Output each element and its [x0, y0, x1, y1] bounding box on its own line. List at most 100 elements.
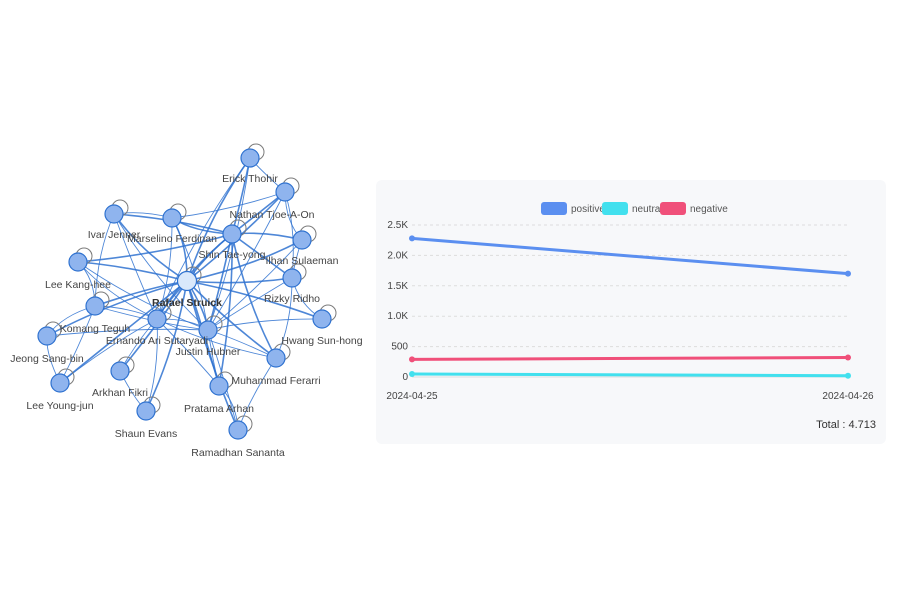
data-point-negative[interactable]	[845, 354, 851, 361]
network-node[interactable]	[68, 252, 88, 272]
y-axis-ticks: 0 500 1.0K 1.5K 2.0K 2.5K	[387, 220, 408, 383]
data-point-neutral[interactable]	[845, 372, 851, 379]
network-edge	[207, 239, 303, 331]
network-edge	[77, 233, 233, 263]
network-node[interactable]	[222, 224, 242, 244]
network-node-label: Jeong Sang-bin	[10, 353, 84, 365]
network-edge	[46, 280, 188, 337]
network-edge	[207, 329, 239, 431]
legend-swatch-negative[interactable]	[660, 202, 686, 215]
network-node-label: Pratama Arhan	[184, 403, 254, 415]
network-edge	[156, 318, 277, 359]
network-edge	[186, 280, 239, 431]
network-node-label: Lee Young-jun	[26, 400, 93, 412]
chart-series	[409, 235, 851, 379]
network-labels: Erick Thohir Nathan Tjoe-A-On Marselino Fe…	[10, 173, 363, 459]
legend-swatch-neutral[interactable]	[602, 202, 628, 215]
legend-label-neutral[interactable]: neutral	[632, 204, 663, 215]
network-edge	[59, 305, 96, 384]
network-edge	[59, 318, 158, 384]
network-node-label: Nathan Tjoe-A-On	[229, 209, 314, 221]
network-edge	[207, 318, 323, 331]
legend-label-positive[interactable]: positive	[571, 204, 605, 215]
data-point-neutral[interactable]	[409, 370, 415, 377]
network-node-label: Ivar Jenner	[88, 229, 141, 241]
network-edge	[171, 217, 209, 331]
sentiment-chart-panel: positive neutral negative 0 500 1.0K 1.5K 2.0K…	[376, 180, 886, 444]
network-node[interactable]	[50, 373, 70, 393]
chart-gridlines	[412, 224, 848, 378]
network-node[interactable]	[209, 376, 229, 396]
sentiment-line-chart: positive neutral negative 0 500 1.0K 1.5K 2.0K…	[386, 202, 876, 431]
series-line-neutral[interactable]	[411, 372, 849, 378]
network-node-label: Ilhan Sulaeman	[266, 255, 339, 267]
data-point-positive[interactable]	[845, 270, 851, 277]
y-tick-label: 1.0K	[387, 311, 408, 322]
network-node[interactable]	[292, 230, 312, 250]
network-nodes	[37, 148, 332, 440]
network-node-label: Muhammad Ferarri	[231, 375, 320, 387]
data-point-positive[interactable]	[409, 235, 415, 242]
chart-legend: positive neutral negative	[541, 202, 728, 215]
network-node-label: Shaun Evans	[115, 428, 177, 440]
y-tick-label: 2.5K	[387, 220, 408, 231]
network-node[interactable]	[37, 326, 57, 346]
network-edge	[207, 191, 286, 331]
network-node-label: Rizky Ridho	[264, 293, 320, 305]
network-node-label: Lee Kang-hee	[45, 279, 111, 291]
network-node[interactable]	[282, 268, 302, 288]
network-node-label: Erick Thohir	[222, 173, 278, 185]
network-node[interactable]	[198, 320, 218, 340]
total-count-label: Total : 4.713	[816, 419, 876, 431]
network-node-label: Ernando Ari Sutaryadi	[106, 335, 208, 347]
x-tick-label: 2024-04-26	[822, 391, 874, 402]
network-node-label: Komang Teguh	[60, 323, 131, 335]
network-graph[interactable]: Erick Thohir Nathan Tjoe-A-On Marselino Fe…	[0, 130, 370, 470]
network-node-label: Marselino Ferdinan	[127, 233, 217, 245]
network-node-label: Hwang Sun-hong	[281, 335, 362, 347]
network-graph-panel: Erick Thohir Nathan Tjoe-A-On Marselino Fe…	[0, 130, 370, 470]
network-edge	[186, 277, 293, 284]
network-node-label: Ramadhan Sananta	[191, 447, 285, 459]
network-node-label: Shin Tae-yong	[199, 249, 266, 261]
y-tick-label: 1.5K	[387, 281, 408, 292]
x-tick-label: 2024-04-25	[386, 391, 438, 402]
legend-swatch-positive[interactable]	[541, 202, 567, 215]
y-tick-label: 0	[402, 372, 408, 383]
network-edge	[186, 280, 323, 320]
network-node-label: Rafael Struick	[152, 297, 222, 309]
network-edge	[207, 157, 251, 331]
data-point-negative[interactable]	[409, 356, 415, 363]
y-tick-label: 2.0K	[387, 250, 408, 261]
network-node[interactable]	[162, 208, 182, 228]
network-edge	[113, 213, 158, 320]
network-node-label: Justin Hubner	[176, 346, 241, 358]
network-node[interactable]	[312, 309, 332, 329]
series-line-positive[interactable]	[411, 236, 849, 276]
series-line-negative[interactable]	[411, 356, 849, 361]
network-node-label: Arkhan Fikri	[92, 387, 148, 399]
network-edge	[145, 280, 188, 412]
network-node[interactable]	[147, 309, 167, 329]
network-node[interactable]	[228, 420, 248, 440]
network-edge	[46, 328, 209, 337]
network-node[interactable]	[176, 270, 198, 292]
network-node[interactable]	[275, 182, 295, 202]
network-node[interactable]	[240, 148, 260, 168]
x-axis-ticks: 2024-04-25 2024-04-26	[386, 391, 874, 402]
y-tick-label: 500	[391, 342, 408, 353]
network-edge	[171, 191, 286, 219]
network-node[interactable]	[266, 348, 286, 368]
network-node[interactable]	[110, 361, 130, 381]
network-node[interactable]	[104, 204, 124, 224]
network-edge	[231, 233, 277, 359]
network-edge	[237, 357, 277, 431]
network-edge	[77, 261, 209, 331]
network-edge	[113, 213, 209, 331]
network-node[interactable]	[85, 296, 105, 316]
network-node[interactable]	[136, 401, 156, 421]
network-edge	[186, 280, 277, 359]
network-edge	[186, 239, 303, 282]
legend-label-negative[interactable]: negative	[690, 204, 728, 215]
